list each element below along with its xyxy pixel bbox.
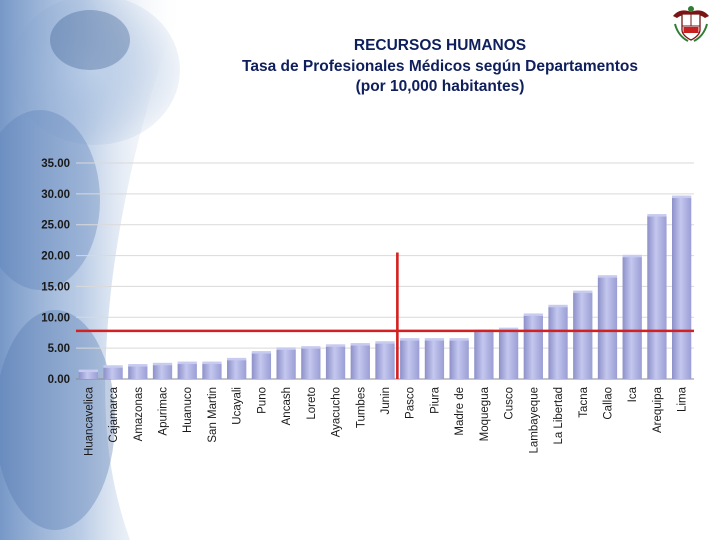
x-tick-label: Ayacucho (331, 387, 343, 437)
bar-cajamarca (103, 367, 123, 379)
bar-loreto (301, 348, 321, 379)
bar-top (152, 362, 173, 366)
bar-arequipa (647, 216, 667, 379)
x-tick-label: Apurimac (158, 387, 170, 436)
y-tick-label: 0.00 (48, 374, 70, 386)
bar-cusco (498, 329, 519, 379)
x-tick-label: Huancavelica (83, 386, 95, 456)
x-tick-label: Loreto (306, 387, 318, 420)
x-tick-label: Moquegua (479, 386, 491, 441)
bar-ayacucho (325, 346, 346, 379)
bar-junin (375, 343, 395, 379)
slide-title: RECURSOS HUMANOS (353, 37, 527, 54)
x-tick-label: Junin (380, 387, 392, 415)
bar-top (128, 364, 148, 367)
bar-top (498, 327, 519, 331)
bar-huancavelica (78, 371, 99, 379)
x-tick-label: Callao (602, 387, 614, 420)
bar-lima (671, 197, 692, 379)
x-tick-label: Huanuco (182, 387, 194, 433)
x-tick-label: San Martin (207, 387, 219, 443)
x-tick-label: Cajamarca (108, 386, 120, 442)
bar-top (103, 365, 123, 368)
x-tick-label: Arequipa (652, 386, 664, 433)
bar-top (523, 313, 543, 316)
bar-top (350, 343, 370, 346)
x-tick-label: Pasco (405, 387, 417, 419)
bar-top (424, 338, 445, 341)
slide-subtitle-units: (por 10,000 habitantes) (355, 78, 525, 95)
x-tick-label: Ica (627, 386, 639, 402)
bar-pasco (400, 340, 420, 379)
reference-lines (76, 252, 694, 379)
bar-top (647, 214, 667, 217)
x-tick-label: Tumbes (355, 387, 367, 428)
x-tick-label: Amazonas (133, 387, 145, 442)
x-tick-label: Ancash (281, 387, 293, 425)
y-tick-label: 5.00 (48, 343, 70, 355)
y-tick-label: 10.00 (41, 312, 70, 324)
bar-top (227, 357, 247, 361)
bar-puno (251, 353, 272, 379)
bar-top (573, 290, 593, 294)
bar-top (276, 347, 296, 350)
peru-coat-of-arms-icon (673, 6, 709, 42)
y-tick-label: 20.00 (41, 251, 70, 263)
bar-top (202, 361, 222, 365)
bar-ica (622, 256, 642, 379)
bar-top (177, 361, 197, 365)
bar-lambayeque (523, 315, 543, 379)
bar-top (251, 351, 272, 354)
slide-title-block: RECURSOS HUMANOS Tasa de Profesionales M… (180, 36, 700, 98)
bar-moquegua (474, 331, 494, 379)
bar-ucayali (227, 359, 247, 379)
bar-top (78, 369, 99, 373)
x-axis-labels: Huancavelica Cajamarca Amazonas Apurimac Hua… (83, 386, 688, 456)
bar-top (325, 344, 346, 347)
bar-top (622, 254, 642, 258)
bar-tacna (573, 292, 593, 379)
bar-madre-de (449, 340, 469, 379)
bar-apurimac (152, 364, 173, 379)
y-tick-label: 30.00 (41, 189, 70, 201)
bar-top (597, 275, 618, 278)
bar-top (548, 304, 568, 308)
bar-amazonas (128, 366, 148, 379)
bar-top (449, 338, 469, 341)
slide-subtitle: Tasa de Profesionales Médicos según Depa… (242, 57, 638, 75)
bar-top (375, 341, 395, 344)
bar-tumbes (350, 345, 370, 379)
x-tick-label: Puno (256, 387, 268, 414)
x-tick-label: Tacna (578, 386, 590, 417)
bar-ancash (276, 349, 296, 379)
bar-san-martin (202, 363, 222, 379)
y-tick-label: 35.00 (41, 158, 70, 170)
bar-top (400, 338, 420, 341)
bar-series (78, 195, 692, 379)
y-tick-label: 25.00 (41, 220, 70, 232)
x-tick-label: Madre de (454, 387, 466, 436)
bar-piura (424, 340, 445, 379)
x-tick-label: Cusco (504, 387, 516, 420)
bar-top (301, 346, 321, 349)
x-tick-label: Ucayali (232, 387, 244, 425)
x-tick-label: Piura (429, 386, 441, 413)
x-tick-label: La Libertad (553, 387, 565, 445)
bar-la-libertad (548, 306, 568, 379)
x-tick-label: Lima (677, 386, 689, 412)
y-tick-label: 15.00 (41, 281, 70, 293)
bar-huanuco (177, 363, 197, 379)
bar-callao (597, 277, 618, 379)
x-tick-label: Lambayeque (528, 387, 540, 454)
bar-top (671, 195, 692, 199)
